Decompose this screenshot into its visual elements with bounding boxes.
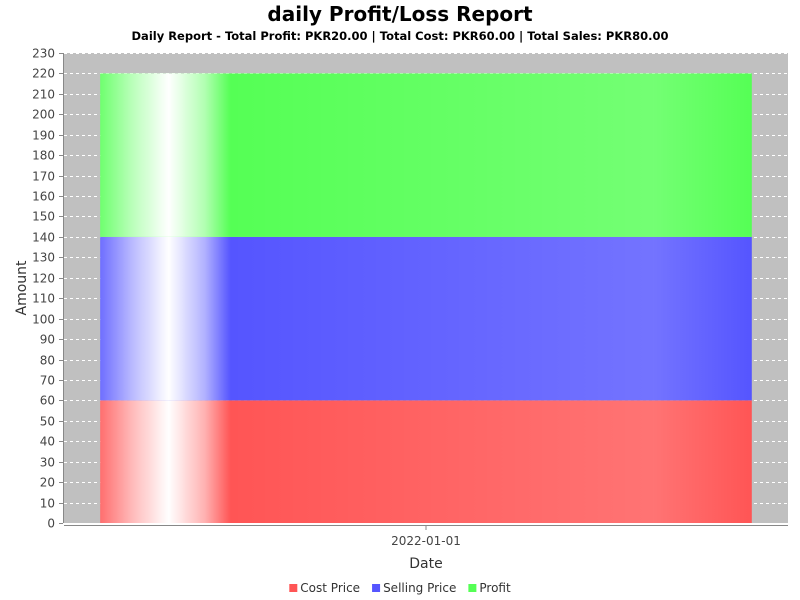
y-tick-label: 180 [32, 149, 55, 163]
legend-item: Selling Price [372, 581, 456, 595]
y-tick-label: 150 [32, 210, 55, 224]
legend-item: Profit [468, 581, 511, 595]
y-tick-label: 0 [47, 517, 55, 531]
y-tick-label: 140 [32, 231, 55, 245]
bar-highlight [100, 400, 752, 523]
y-tick-label: 110 [32, 292, 55, 306]
y-tick-label: 10 [40, 497, 55, 511]
y-tick-label: 220 [32, 67, 55, 81]
y-tick-label: 100 [32, 313, 55, 327]
bar-highlight [100, 73, 752, 237]
y-tick-label: 90 [40, 333, 55, 347]
x-tick-label: 2022-01-01 [391, 534, 461, 548]
y-tick-label: 200 [32, 108, 55, 122]
y-tick-label: 40 [40, 435, 55, 449]
y-tick-label: 230 [32, 47, 55, 61]
legend-label: Cost Price [300, 581, 360, 595]
legend: Cost Price Selling Price Profit [289, 581, 511, 595]
bar-highlight [100, 236, 752, 401]
legend-swatch [289, 584, 298, 592]
y-tick-label: 80 [40, 354, 55, 368]
legend-item: Cost Price [289, 581, 360, 595]
legend-swatch [372, 584, 381, 592]
y-axis-label: Amount [14, 260, 30, 316]
y-tick-label: 60 [40, 394, 55, 408]
y-tick-label: 30 [40, 456, 55, 470]
legend-label: Selling Price [383, 581, 456, 595]
y-tick-label: 210 [32, 88, 55, 102]
y-tick-label: 130 [32, 251, 55, 265]
y-tick-label: 70 [40, 374, 55, 388]
y-axis-ticks: 0 10 20 30 40 50 60 70 80 90 100 110 120 130 140 150 160… [32, 47, 63, 531]
y-tick-label: 20 [40, 476, 55, 490]
y-tick-label: 170 [32, 170, 55, 184]
legend-label: Profit [479, 581, 511, 595]
chart-subtitle: Daily Report - Total Profit: PKR20.00 | … [132, 29, 669, 43]
y-tick-label: 120 [32, 272, 55, 286]
legend-swatch [468, 584, 477, 592]
y-tick-label: 50 [40, 415, 55, 429]
y-tick-label: 160 [32, 190, 55, 204]
x-axis-label: Date [409, 556, 442, 572]
y-tick-label: 190 [32, 129, 55, 143]
bars [100, 73, 752, 523]
x-axis-ticks: 2022-01-01 [391, 526, 461, 548]
chart-title: daily Profit/Loss Report [267, 2, 533, 26]
